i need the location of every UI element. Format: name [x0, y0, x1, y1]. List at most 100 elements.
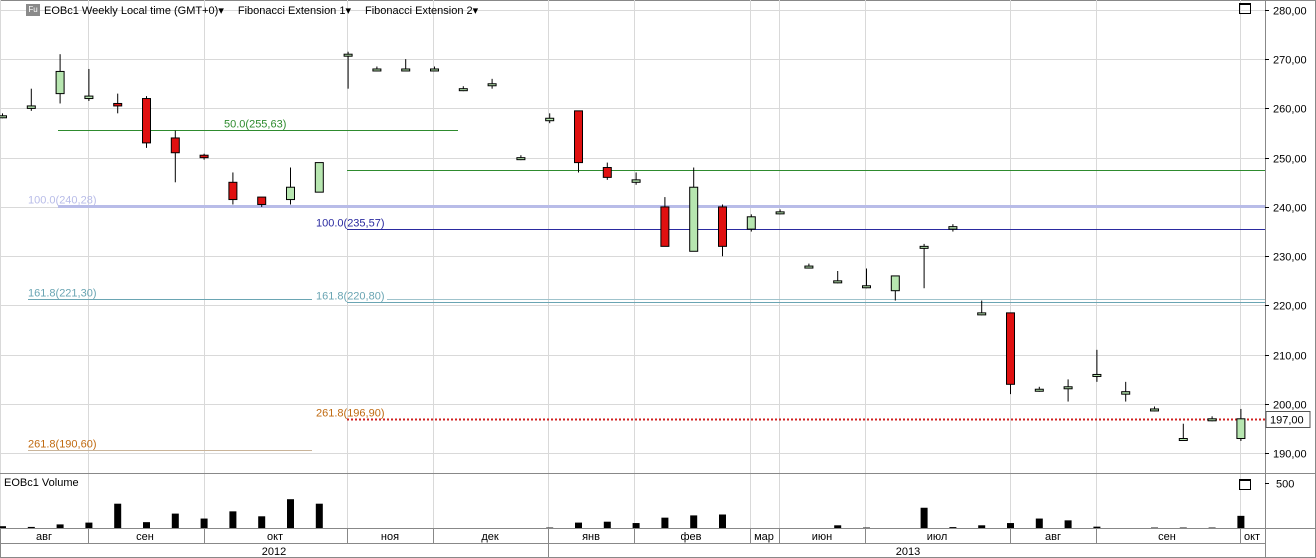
month-label: авг: [36, 531, 52, 543]
volume-bar: [1035, 518, 1043, 528]
candle-body: [257, 196, 267, 205]
volume-bar: [114, 503, 122, 528]
main-series-title[interactable]: EOBc1 Weekly Local time (GMT+0)▾: [44, 4, 224, 17]
volume-pane-title: EOBc1 Volume: [4, 477, 79, 489]
candle-body: [228, 181, 238, 201]
volume-bar: [920, 507, 928, 528]
current-price-label: 197,00: [1270, 415, 1304, 427]
volume-bar: [690, 515, 698, 528]
chart-header: EOBc1 Weekly Local time (GMT+0)▾ Fibonac…: [44, 2, 478, 18]
volume-bar: [834, 525, 842, 528]
fib-extension-1-title[interactable]: Fibonacci Extension 1▾: [237, 4, 352, 17]
month-label: июн: [812, 531, 832, 543]
candle-body: [26, 105, 36, 109]
volume-bar: [1093, 526, 1101, 528]
month-label: сен: [136, 531, 154, 543]
y-tick-label: 220,00: [1273, 301, 1307, 313]
volume-bar: [229, 511, 237, 528]
volume-bar: [56, 524, 64, 528]
volume-bar: [1064, 520, 1072, 528]
volume-bar: [258, 516, 266, 528]
y-tick-label: 270,00: [1273, 55, 1307, 67]
month-label: авг: [1045, 531, 1061, 543]
volume-bar: [171, 513, 179, 528]
month-label: окт: [267, 531, 283, 543]
candle-body: [890, 275, 900, 292]
candle-body: [775, 211, 785, 215]
candle-body: [516, 157, 526, 161]
volume-bar: [632, 523, 640, 528]
volume-bar: [200, 518, 208, 528]
candle-body: [458, 88, 468, 92]
y-tick-label: 200,00: [1273, 400, 1307, 412]
candle-body: [1034, 388, 1044, 392]
candle-body: [487, 83, 497, 87]
volume-bar: [603, 521, 611, 528]
maximize-volume-pane-icon[interactable]: [1239, 479, 1251, 490]
candle-body: [545, 117, 555, 122]
current-price-box: [1265, 411, 1311, 428]
candle-body: [948, 226, 958, 230]
y-tick-label: 230,00: [1273, 252, 1307, 264]
candle-body: [574, 110, 583, 164]
candle-body: [1121, 391, 1131, 395]
fib-level-label: 161.8(221,30): [28, 288, 97, 300]
volume-bar: [27, 526, 35, 528]
y-tick-label: 260,00: [1273, 104, 1307, 116]
y-tick-label: 250,00: [1273, 154, 1307, 166]
month-label: мар: [754, 531, 774, 543]
candle-body: [804, 265, 814, 269]
candle-body: [372, 68, 382, 72]
candle-body: [631, 179, 641, 183]
candle-body: [1006, 312, 1015, 385]
month-label: дек: [481, 531, 499, 543]
candle-body: [113, 102, 123, 107]
candle-body: [343, 53, 353, 57]
y-tick-label: 210,00: [1273, 351, 1307, 363]
volume-bar: [661, 517, 669, 528]
symbol-badge-icon[interactable]: Fu: [26, 4, 40, 16]
candle-body: [1236, 418, 1246, 440]
volume-bar: [978, 525, 986, 528]
candle-body: [84, 95, 94, 100]
candle-body: [1207, 418, 1217, 422]
volume-bar: [949, 527, 957, 528]
candle-body: [55, 70, 65, 95]
volume-bar: [287, 499, 294, 528]
y-tick-label: 240,00: [1273, 203, 1307, 215]
volume-bar: [1007, 523, 1014, 528]
candle-body: [602, 167, 612, 178]
candle-body: [862, 285, 871, 289]
month-label: ноя: [381, 531, 399, 543]
y-tick-label: 280,00: [1273, 6, 1307, 18]
month-label: сен: [1158, 531, 1176, 543]
candle-body: [833, 280, 843, 284]
candle-body: [718, 206, 727, 247]
month-label: июл: [927, 531, 948, 543]
fib-level-label: 100.0(240,28): [28, 195, 97, 207]
volume-bar: [0, 526, 6, 528]
volume-bar: [85, 522, 93, 528]
volume-tick-label: 500: [1276, 479, 1294, 491]
fib-level-label: 261.8(196,90): [316, 408, 385, 420]
maximize-price-pane-icon[interactable]: [1239, 3, 1251, 14]
volume-bar: [315, 503, 323, 528]
candle-body: [170, 137, 180, 154]
volume-bar: [719, 514, 726, 528]
month-label: фев: [680, 531, 701, 543]
fib-level-label: 261.8(190,60): [28, 439, 97, 451]
candle-body: [286, 186, 295, 201]
volume-bar: [575, 522, 582, 528]
candle-body: [689, 186, 699, 252]
candle-body: [746, 216, 756, 230]
fib-level-label: 100.0(235,57): [316, 218, 385, 230]
candle-body: [1092, 373, 1102, 377]
month-label: янв: [582, 531, 600, 543]
candle-body: [660, 206, 670, 247]
y-tick-label: 190,00: [1273, 449, 1307, 461]
year-label: 2012: [262, 546, 286, 558]
year-label: 2013: [896, 546, 920, 558]
fib-extension-2-title[interactable]: Fibonacci Extension 2▾: [365, 4, 479, 17]
fib-level-label: 50.0(255,63): [224, 119, 286, 131]
